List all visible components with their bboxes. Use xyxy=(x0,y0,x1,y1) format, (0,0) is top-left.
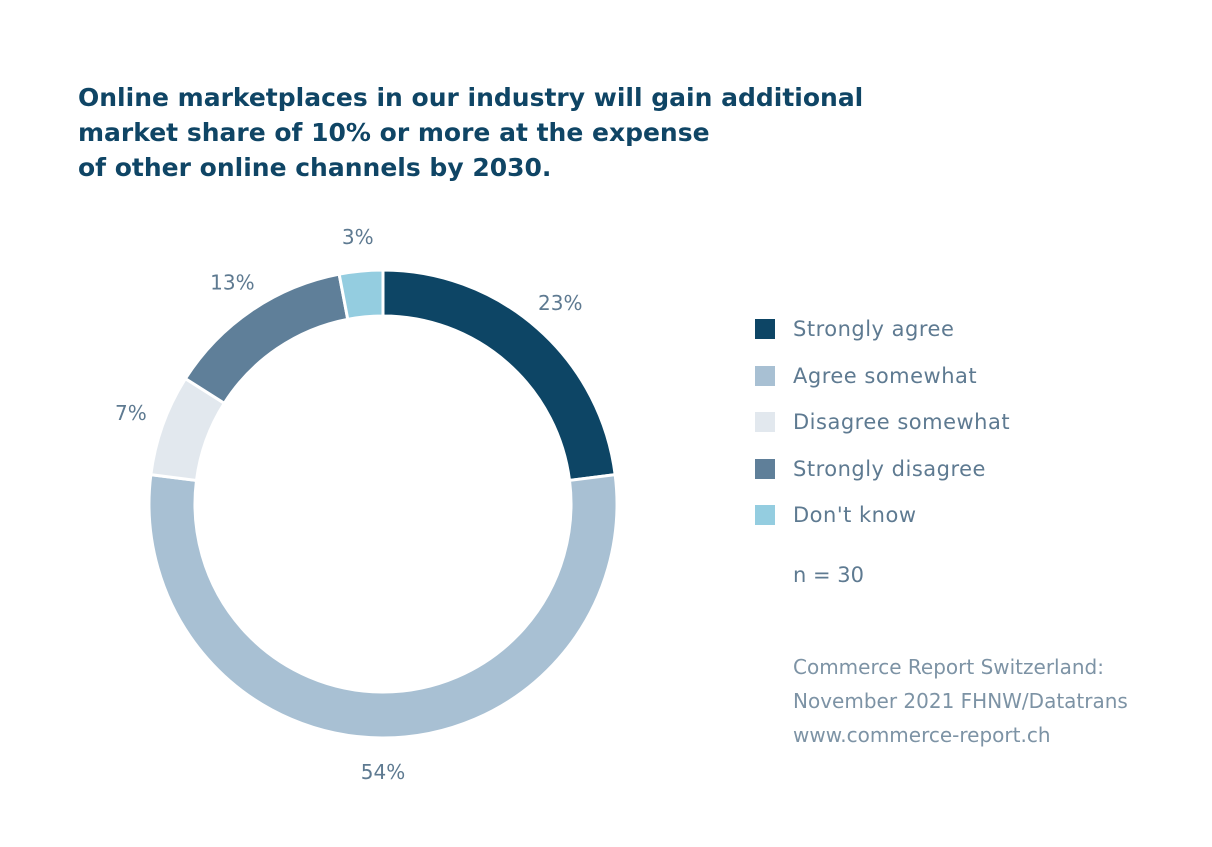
legend-label: Agree somewhat xyxy=(793,363,978,388)
legend: Strongly agree Agree somewhat Disagree s… xyxy=(755,306,1010,539)
legend-swatch xyxy=(755,319,775,340)
legend-swatch xyxy=(755,505,775,526)
donut-segment xyxy=(147,472,619,740)
segment-value-label: 3% xyxy=(342,225,374,249)
chart-title-line: market share of 10% or more at the expen… xyxy=(78,118,710,147)
legend-item: Strongly agree xyxy=(755,306,1010,353)
legend-item: Agree somewhat xyxy=(755,353,1010,400)
chart-title: Online marketplaces in our industry will… xyxy=(78,80,898,185)
segment-value-label: 7% xyxy=(115,401,147,425)
segment-value-label: 54% xyxy=(361,760,405,784)
donut-chart: 23% 54% 7% 13% 3% xyxy=(115,225,619,784)
segment-value-label: 23% xyxy=(538,291,582,315)
donut-segment xyxy=(337,268,385,322)
legend-item: Disagree somewhat xyxy=(755,399,1010,446)
legend-label: Don't know xyxy=(793,503,917,528)
chart-title-line: Online marketplaces in our industry will… xyxy=(78,83,864,112)
source-line: November 2021 FHNW/Datatrans xyxy=(793,689,1128,713)
chart-title-line: of other online channels by 2030. xyxy=(78,153,552,182)
legend-label: Strongly disagree xyxy=(793,456,986,481)
legend-swatch xyxy=(755,412,775,433)
legend-label: Disagree somewhat xyxy=(793,410,1011,435)
source-line: www.commerce-report.ch xyxy=(793,723,1051,747)
legend-item: Don't know xyxy=(755,492,1010,539)
legend-swatch xyxy=(755,365,775,386)
segment-value-label: 13% xyxy=(210,270,254,294)
legend-swatch xyxy=(755,458,775,479)
source-line: Commerce Report Switzerland: xyxy=(793,655,1104,679)
legend-label: Strongly agree xyxy=(793,317,955,342)
source-note: Commerce Report Switzerland: November 20… xyxy=(793,650,1128,752)
legend-item: Strongly disagree xyxy=(755,446,1010,493)
sample-size-note: n = 30 xyxy=(793,563,864,587)
